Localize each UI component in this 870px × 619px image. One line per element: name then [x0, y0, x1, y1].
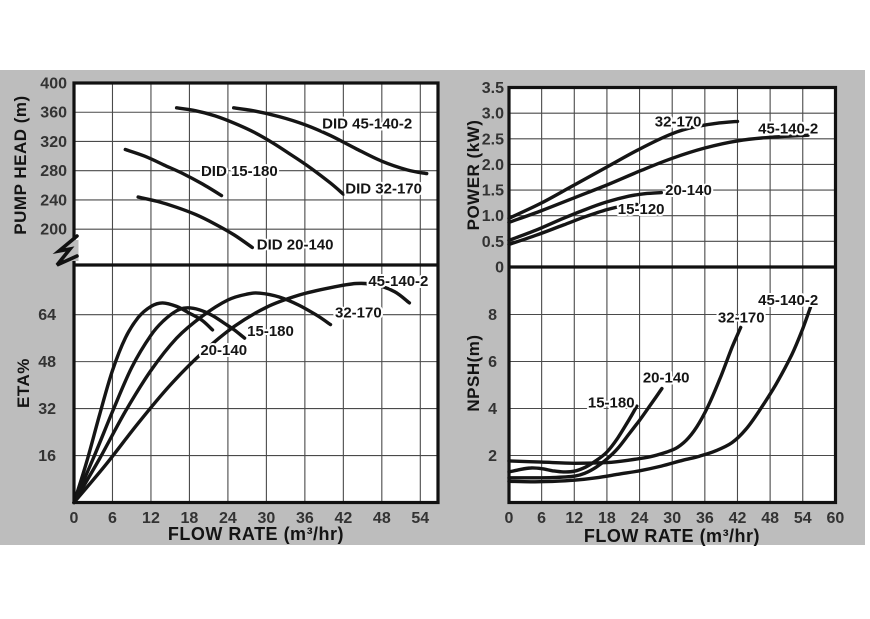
x-tick-label: 36 [696, 510, 714, 527]
curve-label: 15-180 [247, 323, 294, 340]
curve-32-170 [507, 119, 740, 220]
x-tick-label: 42 [334, 510, 352, 527]
curve-label: 20-140 [643, 370, 690, 387]
curve-label: 20-140 [665, 182, 712, 199]
y-tick-label: 0.5 [482, 234, 504, 251]
x-tick-label: 60 [827, 510, 845, 527]
panel-power: 3.5 3.0 2.5 2.0 1.5 1.0 0.5 0 32-170 45-140-2 20-1… [482, 80, 836, 277]
pump-head-axis-title: PUMP HEAD (m) [11, 95, 30, 235]
right-chart-border [507, 85, 838, 505]
curve-20-140 [507, 386, 664, 480]
x-tick-label: 54 [411, 510, 429, 527]
npsh-axis-title: NPSH(m) [464, 334, 483, 412]
x-tick-label: 30 [663, 510, 681, 527]
curve-did-20-140 [136, 195, 254, 250]
x-tick-label: 54 [794, 510, 812, 527]
x-tick-label: 48 [373, 510, 391, 527]
y-tick-label: 360 [40, 105, 67, 122]
x-tick-label: 0 [70, 510, 79, 527]
y-tick-label: 1.5 [482, 183, 504, 200]
y-tick-label: 240 [40, 192, 67, 209]
curve-label: 45-140-2 [758, 121, 818, 138]
x-tick-label: 12 [565, 510, 583, 527]
axis-break-gap [70, 240, 79, 261]
curve-label: 20-140 [200, 342, 247, 359]
curve-15-120 [507, 202, 639, 247]
x-tick-label: 42 [729, 510, 747, 527]
curve-label: 15-120 [618, 201, 665, 218]
x-tick-label: 24 [219, 510, 237, 527]
flow-rate-left-title: FLOW RATE (m³/hr) [167, 524, 345, 544]
y-tick-label: 64 [38, 307, 56, 324]
panel-npsh: 8 6 4 2 45-140-232-170 20-140 15-180 [488, 267, 836, 503]
y-tick-label: 3.0 [482, 106, 504, 123]
curve-32-170 [72, 291, 333, 505]
x-tick-label: 0 [505, 510, 514, 527]
curve-label: 45-140-2 [368, 273, 428, 290]
curve-did-32-170 [174, 106, 345, 196]
curve-label: 45-140-2 [758, 292, 818, 309]
y-tick-label: 2.0 [482, 157, 504, 174]
curve-20-140 [72, 306, 247, 505]
x-tick-label: 48 [761, 510, 779, 527]
axis-break-icon [52, 234, 79, 267]
curve-45-140-2 [72, 281, 412, 505]
eta-axis-title: ETA% [14, 358, 33, 408]
y-tick-label: 320 [40, 134, 67, 151]
x-tick-label: 12 [142, 510, 160, 527]
y-tick-label: 200 [40, 222, 67, 239]
curve-label: 15-180 [588, 394, 635, 411]
y-tick-label: 0 [495, 260, 504, 277]
curve-32-170 [507, 325, 743, 465]
y-tick-label: 6 [488, 354, 497, 371]
curve-label: DID 20-140 [257, 237, 334, 254]
curve-did-45-140-2 [231, 106, 429, 176]
x-tick-label: 6 [108, 510, 117, 527]
y-tick-label: 2 [488, 448, 497, 465]
power-axis-title: POWER (kW) [464, 119, 483, 231]
curve-label: 32-170 [718, 310, 765, 327]
panel-head: 400 360 320 280 240 200 DID 45-140-2 DID 32-170… [40, 76, 438, 265]
y-tick-label: 8 [488, 307, 497, 324]
x-tick-label: 24 [631, 510, 649, 527]
curve-label: DID 15-180 [201, 163, 278, 180]
flow-rate-right-title: FLOW RATE (m³/hr) [583, 526, 761, 546]
curve-did-15-180 [123, 147, 224, 198]
x-tick-label: 18 [181, 510, 199, 527]
y-tick-label: 3.5 [482, 80, 504, 97]
y-tick-label: 4 [488, 401, 497, 418]
curve-45-140-2 [507, 133, 810, 225]
y-tick-label: 16 [38, 448, 56, 465]
x-tick-label: 18 [598, 510, 616, 527]
curve-15-180 [507, 404, 639, 474]
x-tick-label: 6 [537, 510, 546, 527]
y-tick-label: 32 [38, 401, 56, 418]
y-tick-label: 1.0 [482, 208, 504, 225]
curve-label: 32-170 [335, 305, 382, 322]
curve-label: 32-170 [655, 113, 702, 130]
curve-45-140-2 [507, 305, 813, 484]
left-chart-border [72, 81, 440, 505]
curve-15-180 [72, 301, 215, 505]
curve-20-140 [507, 190, 663, 243]
x-tick-label: 36 [296, 510, 314, 527]
y-tick-label: 48 [38, 354, 56, 371]
curve-label: DID 32-170 [345, 180, 422, 197]
y-tick-label: 400 [40, 76, 67, 93]
x-tick-label: 30 [257, 510, 275, 527]
y-tick-label: 280 [40, 163, 67, 180]
curve-label: DID 45-140-2 [322, 115, 412, 132]
y-tick-label: 2.5 [482, 131, 504, 148]
